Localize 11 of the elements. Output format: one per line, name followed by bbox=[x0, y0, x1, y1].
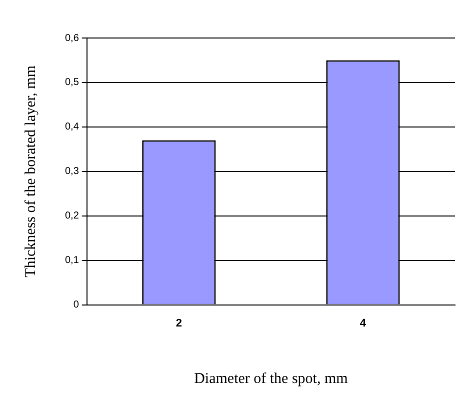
y-tick-label: 0,6 bbox=[64, 32, 80, 44]
y-tick-label: 0,3 bbox=[64, 166, 80, 178]
x-tick-label: 4 bbox=[360, 317, 367, 330]
y-tick-label: 0 bbox=[73, 300, 80, 311]
x-axis-title: Diameter of the spot, mm bbox=[194, 370, 348, 387]
y-tick-label: 0,5 bbox=[64, 77, 80, 88]
y-tick-label: 0,2 bbox=[64, 210, 80, 222]
y-tick-label: 0,1 bbox=[64, 255, 80, 266]
y-tick-label: 0,4 bbox=[64, 122, 80, 133]
y-axis-title: Thickness of the borated layer, mm bbox=[22, 65, 39, 278]
x-tick-label: 2 bbox=[176, 317, 182, 330]
